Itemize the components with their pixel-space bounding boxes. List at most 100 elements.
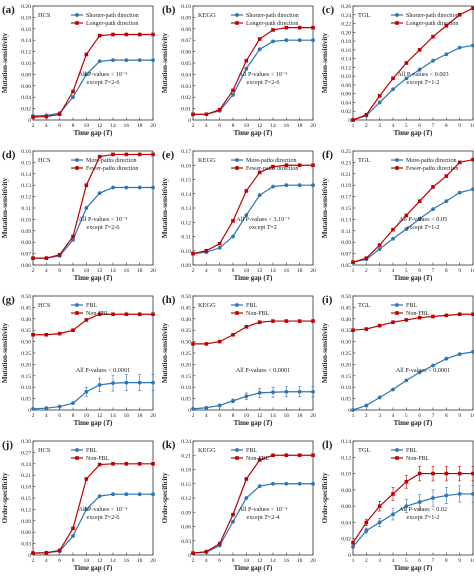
data-point [97, 191, 102, 196]
data-point [84, 52, 89, 57]
y-tick-label: 0.17 [341, 195, 351, 201]
data-point [311, 25, 315, 30]
data-point [431, 314, 435, 319]
x-axis-label: Time gap (T) [394, 419, 433, 427]
data-point [204, 248, 209, 253]
data-point [391, 87, 395, 92]
y-tick-label: 0.06 [21, 84, 31, 90]
p-value-annotation: All P-values < 10⁻⁵ [239, 71, 288, 78]
data-point [364, 327, 369, 331]
p-value-annotation: All P-values < 0.05 [399, 216, 447, 223]
y-tick-label: 0 [348, 118, 351, 124]
x-tick-label: 8 [232, 413, 235, 419]
panel-letter: (b) [162, 4, 176, 16]
y-tick-label: 0.05 [181, 397, 191, 403]
y-tick-label: 0.06 [341, 504, 351, 510]
data-point [111, 312, 115, 317]
p-value-annotation: All P-values < 0.0001 [76, 367, 130, 374]
data-point [257, 320, 262, 325]
legend-label: FBL [246, 448, 257, 454]
y-tick-label: 0.40 [181, 317, 191, 323]
data-point [257, 170, 262, 175]
y-tick-label: 0.10 [341, 385, 351, 391]
y-tick-label: 0.21 [341, 172, 351, 178]
data-point [457, 45, 462, 50]
data-point [71, 95, 75, 100]
y-axis-label: Mutation-sensitivity [321, 32, 329, 93]
data-point [417, 315, 422, 320]
data-point [191, 551, 195, 555]
data-point [377, 395, 382, 400]
y-tick-label: 0 [188, 118, 191, 124]
data-point [444, 52, 449, 57]
y-tick-label: 0.15 [341, 374, 351, 380]
p-value-annotation: All P-values < 10⁻⁵ [239, 506, 288, 513]
x-tick-label: 14 [110, 558, 116, 564]
legend-swatch-marker [395, 303, 399, 307]
data-point [151, 312, 155, 317]
y-tick-label: 0.16 [21, 27, 31, 33]
data-point [191, 112, 195, 117]
p-value-annotation: except T=1-2 [407, 224, 440, 231]
y-tick-label: 0.08 [181, 27, 191, 33]
data-point [191, 342, 195, 346]
data-point [124, 185, 129, 190]
data-point [217, 246, 222, 250]
x-tick-label: 5 [405, 123, 408, 129]
x-tick-label: 12 [97, 268, 103, 274]
y-tick-label: 0.40 [341, 317, 351, 323]
series-line-red [33, 153, 153, 259]
y-tick-label: 0.07 [21, 252, 31, 258]
panel-h: (h) 0 0.05 0.10 0.15 0.20 0.25 0.30 0.35 0.40 0.45… [161, 294, 316, 427]
y-tick-label: 0.01 [181, 107, 191, 113]
data-point [244, 58, 249, 63]
data-point [231, 512, 235, 517]
y-tick-label: 0.12 [341, 455, 351, 461]
data-point [404, 479, 409, 484]
y-tick-label: 0.26 [341, 4, 351, 10]
y-tick-label: 0.08 [341, 83, 351, 89]
y-tick-label: 0 [28, 408, 31, 414]
series-line-blue [352, 493, 473, 548]
p-value-annotation: except T=2 [249, 224, 277, 231]
data-point [284, 319, 289, 323]
data-point [417, 216, 422, 221]
data-point [457, 471, 462, 476]
y-tick-label: 0.06 [21, 530, 31, 536]
y-tick-label: 0.11 [21, 206, 31, 212]
data-point [84, 206, 89, 210]
x-tick-label: 2 [192, 123, 195, 129]
x-tick-label: 10 [470, 558, 474, 564]
x-tick-label: 12 [257, 558, 263, 564]
data-point [137, 32, 142, 37]
y-tick-label: 0.03 [181, 84, 191, 90]
data-point [404, 378, 409, 383]
x-tick-label: 5 [405, 413, 408, 419]
data-point [284, 25, 289, 30]
y-tick-label: 0.02 [21, 107, 31, 113]
y-tick-label: 0.25 [341, 149, 351, 155]
data-point [44, 256, 49, 260]
x-tick-label: 18 [297, 268, 303, 274]
data-point [404, 61, 409, 65]
x-tick-label: 1 [352, 413, 355, 419]
data-point [137, 380, 142, 385]
x-tick-label: 9 [458, 558, 461, 564]
y-tick-label: 0.15 [181, 374, 191, 380]
x-tick-label: 3 [378, 123, 381, 129]
y-tick-label: 0.08 [21, 240, 31, 246]
data-point [137, 462, 142, 466]
data-point [204, 112, 209, 117]
y-tick-label: 0.22 [341, 22, 351, 28]
data-point [271, 390, 275, 395]
panel-letter: (c) [322, 4, 335, 16]
y-tick-label: 0.12 [181, 220, 191, 226]
y-tick-label: 0 [188, 553, 191, 559]
data-point [244, 496, 249, 500]
data-point [311, 183, 315, 188]
panel-k: (k) 0 0.03 0.06 0.09 0.12 0.15 0.18 0.21 0.24 2 4 6 8… [161, 439, 316, 572]
x-tick-label: 10 [470, 413, 474, 419]
data-point [391, 512, 395, 517]
series-line-blue [352, 351, 474, 411]
x-tick-label: 16 [124, 558, 130, 564]
